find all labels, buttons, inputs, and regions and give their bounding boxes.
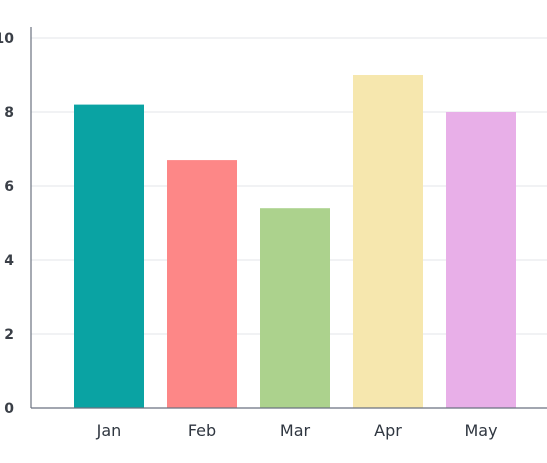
- bars: [74, 75, 516, 408]
- y-tick-label: 8: [4, 105, 14, 121]
- bar-mar: [260, 208, 330, 408]
- x-tick-label: Mar: [280, 421, 311, 440]
- x-tick-label: Feb: [188, 421, 216, 440]
- bar-feb: [167, 160, 237, 408]
- bar-may: [446, 112, 516, 408]
- y-axis-ticks: 0 2 4 6 8 10: [0, 31, 14, 417]
- y-tick-label: 2: [4, 327, 14, 343]
- y-tick-label: 0: [4, 401, 14, 417]
- x-tick-label: Jan: [96, 421, 122, 440]
- y-tick-label: 6: [4, 179, 14, 195]
- x-axis-ticks: Jan Feb Mar Apr May: [96, 421, 498, 440]
- x-tick-label: Apr: [374, 421, 402, 440]
- bar-jan: [74, 104, 144, 408]
- bar-apr: [353, 75, 423, 408]
- y-tick-label: 10: [0, 31, 14, 47]
- x-tick-label: May: [464, 421, 497, 440]
- y-tick-label: 4: [4, 253, 14, 269]
